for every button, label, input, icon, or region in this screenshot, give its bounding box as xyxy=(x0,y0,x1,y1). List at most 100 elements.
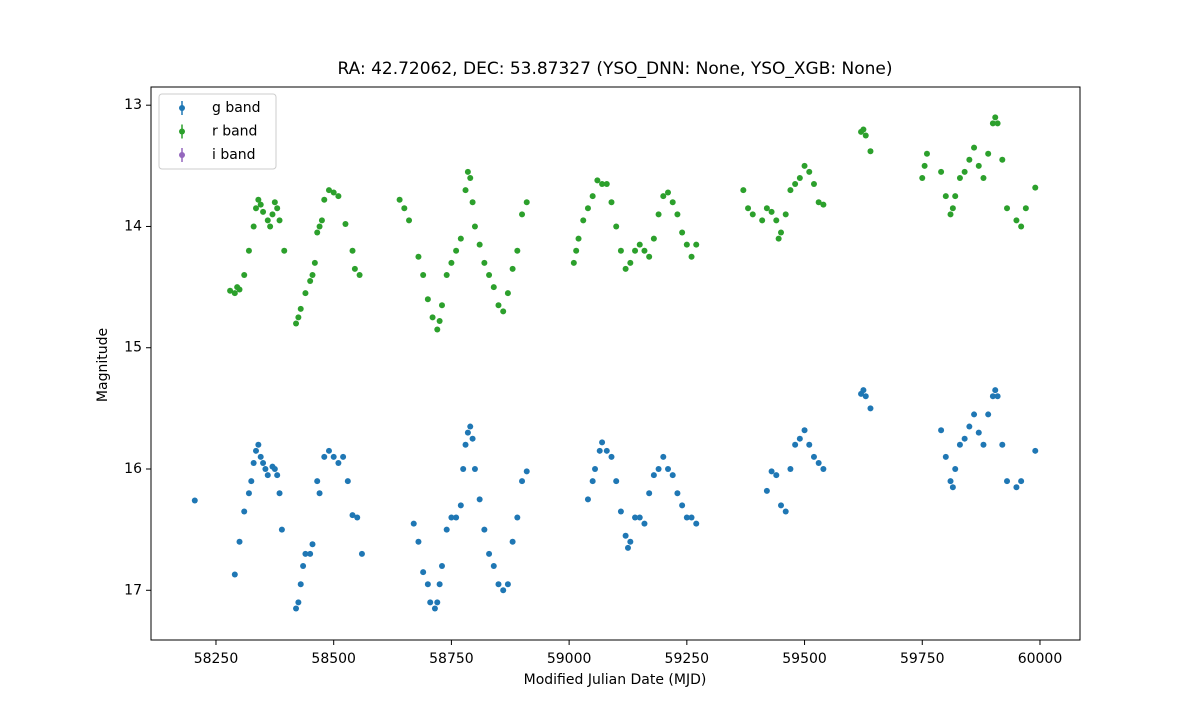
data-point xyxy=(410,520,417,527)
x-axis-label: Modified Julian Date (MJD) xyxy=(524,672,707,688)
data-point xyxy=(613,223,620,230)
data-point xyxy=(956,441,963,448)
data-point xyxy=(241,508,248,515)
data-point xyxy=(806,441,813,448)
data-point xyxy=(778,502,785,509)
data-point xyxy=(641,520,648,527)
data-point xyxy=(311,259,318,266)
data-point xyxy=(636,514,643,521)
data-point xyxy=(792,441,799,448)
data-point xyxy=(295,599,302,606)
data-point xyxy=(603,181,610,188)
data-point xyxy=(495,581,502,588)
data-point xyxy=(241,271,248,278)
data-point xyxy=(632,514,639,521)
data-point xyxy=(297,581,304,588)
data-point xyxy=(617,247,624,254)
data-point xyxy=(773,217,780,224)
data-point xyxy=(297,305,304,312)
data-point xyxy=(434,599,441,606)
data-point xyxy=(314,229,321,236)
data-point xyxy=(759,217,766,224)
data-point xyxy=(999,441,1006,448)
data-point xyxy=(999,156,1006,163)
data-point xyxy=(278,526,285,533)
data-point xyxy=(952,466,959,473)
data-point xyxy=(519,211,526,218)
data-point xyxy=(599,181,606,188)
legend-marker xyxy=(179,105,185,111)
y-tick-label: 14 xyxy=(124,218,142,234)
data-point xyxy=(688,253,695,260)
y-tick-label: 15 xyxy=(124,340,142,356)
data-point xyxy=(947,211,954,218)
data-point xyxy=(971,144,978,151)
data-point xyxy=(806,168,813,175)
data-point xyxy=(307,278,314,285)
data-point xyxy=(584,205,591,212)
data-point xyxy=(589,193,596,200)
data-point xyxy=(314,478,321,485)
data-point xyxy=(396,196,403,203)
data-point xyxy=(420,569,427,576)
data-point xyxy=(509,265,516,272)
data-point xyxy=(1018,478,1025,485)
data-point xyxy=(335,193,342,200)
data-point xyxy=(276,217,283,224)
data-point xyxy=(947,478,954,485)
data-point xyxy=(942,453,949,460)
data-point xyxy=(250,223,257,230)
data-point xyxy=(293,320,300,327)
data-point xyxy=(862,393,869,400)
data-point xyxy=(457,502,464,509)
data-point xyxy=(617,508,624,515)
data-point xyxy=(467,423,474,430)
data-point xyxy=(1022,205,1029,212)
data-point xyxy=(415,538,422,545)
data-point xyxy=(1004,205,1011,212)
data-point xyxy=(775,235,782,242)
data-point xyxy=(316,223,323,230)
data-point xyxy=(792,181,799,188)
data-point xyxy=(255,196,262,203)
data-point xyxy=(504,581,511,588)
data-point xyxy=(655,466,662,473)
data-point xyxy=(325,447,332,454)
data-point xyxy=(401,205,408,212)
x-tick-label: 59500 xyxy=(782,651,827,667)
data-point xyxy=(683,241,690,248)
data-point xyxy=(570,259,577,266)
data-point xyxy=(431,605,438,612)
data-point xyxy=(276,490,283,497)
data-point xyxy=(665,189,672,196)
x-tick-label: 59000 xyxy=(547,651,592,667)
data-point xyxy=(443,271,450,278)
data-point xyxy=(592,466,599,473)
legend-label: g band xyxy=(212,100,261,116)
data-point xyxy=(464,168,471,175)
data-point xyxy=(253,205,260,212)
data-point xyxy=(860,387,867,394)
data-point xyxy=(293,605,300,612)
data-point xyxy=(335,459,342,466)
data-point xyxy=(820,466,827,473)
data-point xyxy=(436,581,443,588)
data-point xyxy=(636,241,643,248)
data-point xyxy=(608,453,615,460)
data-point xyxy=(989,393,996,400)
data-point xyxy=(236,538,243,545)
data-point xyxy=(952,193,959,200)
data-point xyxy=(763,487,770,494)
data-point xyxy=(490,563,497,570)
data-point xyxy=(269,211,276,218)
data-point xyxy=(679,229,686,236)
data-point xyxy=(281,247,288,254)
data-point xyxy=(462,441,469,448)
data-point xyxy=(453,514,460,521)
data-point xyxy=(267,223,274,230)
data-point xyxy=(330,189,337,196)
data-point xyxy=(862,132,869,139)
data-point xyxy=(486,550,493,557)
data-point xyxy=(274,205,281,212)
data-point xyxy=(994,120,1001,127)
